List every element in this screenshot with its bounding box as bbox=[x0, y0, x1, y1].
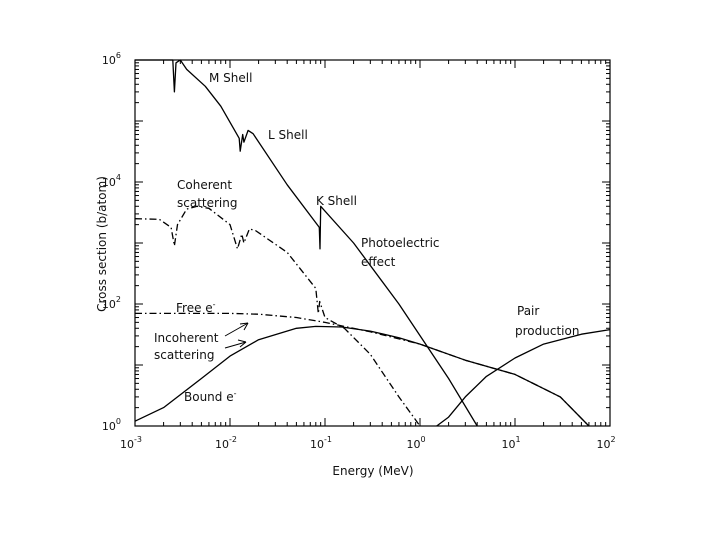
bound-electron-text: Bound e bbox=[184, 390, 234, 404]
x-tick-label-exp: 1 bbox=[515, 435, 520, 444]
y-tick-label-exp: 4 bbox=[116, 173, 121, 182]
series-pair-production bbox=[436, 328, 611, 427]
y-tick-label: 102 bbox=[102, 295, 121, 311]
photoelectric-label-line2: effect bbox=[361, 255, 396, 269]
x-tick-label-base: 10 bbox=[120, 438, 134, 451]
incoherent-arrow-free bbox=[224, 322, 249, 337]
y-tick-label: 100 bbox=[102, 417, 121, 433]
x-tick-label-exp: -2 bbox=[229, 435, 237, 444]
bound-electron-label: Bound e- bbox=[184, 389, 237, 404]
series-incoherent-scattering-bound-e bbox=[134, 325, 590, 427]
incoherent-arrowhead-free bbox=[239, 322, 249, 331]
x-tick-label: 100 bbox=[406, 435, 425, 451]
coherent-label-line1: Coherent bbox=[177, 178, 232, 192]
y-axis-title: Cross section (b/atom) bbox=[95, 176, 109, 312]
y-tick-label-exp: 0 bbox=[116, 417, 121, 426]
free-electron-sup: - bbox=[213, 300, 216, 309]
coherent-label-line2: scattering bbox=[177, 196, 238, 210]
y-tick-label-base: 10 bbox=[102, 420, 116, 433]
x-tick-label-exp: -3 bbox=[134, 435, 142, 444]
y-tick-label: 106 bbox=[102, 51, 121, 67]
free-electron-label: Free e- bbox=[176, 300, 216, 315]
x-tick-label-base: 10 bbox=[215, 438, 229, 451]
y-tick-label-base: 10 bbox=[102, 176, 116, 189]
incoherent-label-line2: scattering bbox=[154, 348, 215, 362]
y-tick-label: 104 bbox=[102, 173, 121, 189]
pair-label-line1: Pair bbox=[517, 304, 539, 318]
k-shell-label: K Shell bbox=[316, 194, 357, 208]
series-photoelectric-effect bbox=[135, 59, 478, 427]
y-tick-label-base: 10 bbox=[102, 298, 116, 311]
x-tick-label: 101 bbox=[501, 435, 520, 451]
incoherent-arrow-bound bbox=[224, 341, 247, 349]
x-tick-label-base: 10 bbox=[501, 438, 515, 451]
incoherent-label-line1: Incoherent bbox=[154, 331, 219, 345]
x-tick-label-base: 10 bbox=[596, 438, 610, 451]
incoherent-arrowhead-bound bbox=[237, 339, 247, 348]
l-shell-label: L Shell bbox=[268, 128, 308, 142]
y-tick-label-exp: 6 bbox=[116, 51, 121, 60]
x-tick-label-base: 10 bbox=[406, 438, 420, 451]
free-electron-text: Free e bbox=[176, 301, 213, 315]
photoelectric-label-line1: Photoelectric bbox=[361, 236, 440, 250]
m-shell-label: M Shell bbox=[209, 71, 252, 85]
x-tick-label: 10-1 bbox=[310, 435, 332, 451]
series-coherent-scattering bbox=[134, 205, 421, 427]
pair-label-line2: production bbox=[515, 324, 579, 338]
x-tick-label-exp: 0 bbox=[420, 435, 425, 444]
x-tick-label: 10-2 bbox=[215, 435, 237, 451]
bound-electron-sup: - bbox=[234, 389, 237, 398]
y-tick-label-base: 10 bbox=[102, 54, 116, 67]
series-layer bbox=[134, 59, 611, 427]
x-tick-label-base: 10 bbox=[310, 438, 324, 451]
y-tick-label-exp: 2 bbox=[116, 295, 121, 304]
x-tick-label-exp: 2 bbox=[610, 435, 615, 444]
x-tick-label-exp: -1 bbox=[324, 435, 332, 444]
x-tick-label: 102 bbox=[596, 435, 615, 451]
x-axis-title: Energy (MeV) bbox=[332, 464, 413, 478]
x-tick-label: 10-3 bbox=[120, 435, 142, 451]
